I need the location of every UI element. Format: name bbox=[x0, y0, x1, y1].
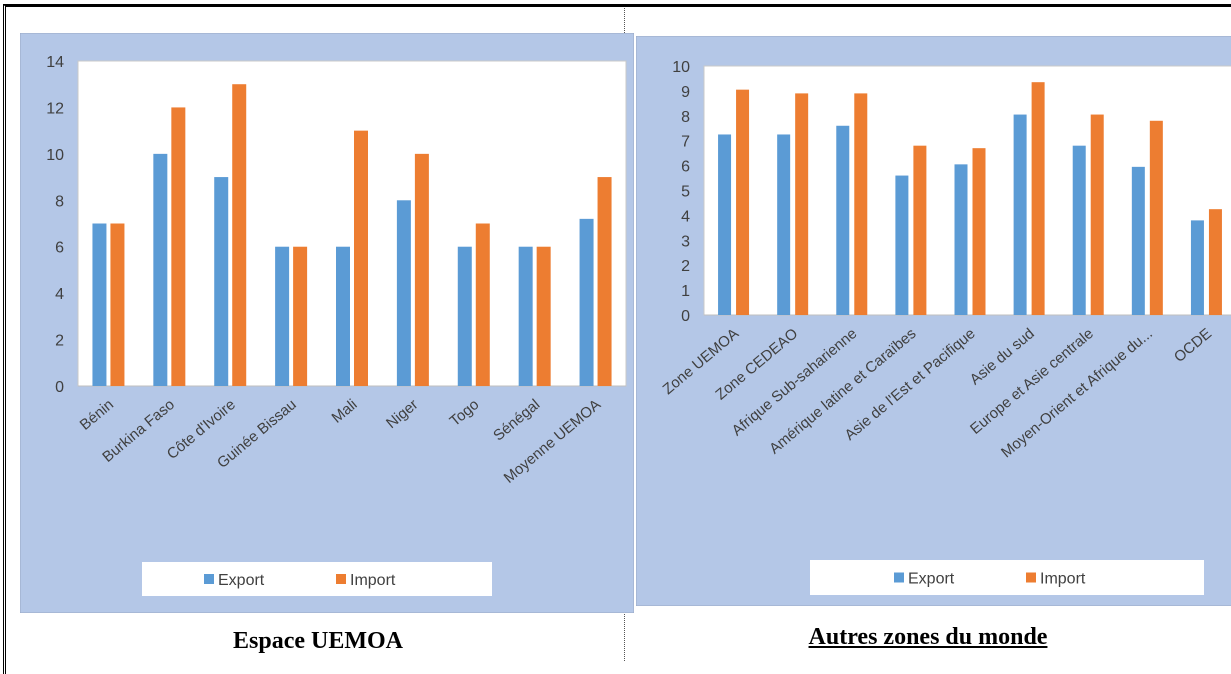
y-tick-label: 5 bbox=[681, 184, 690, 201]
bar-export bbox=[895, 175, 909, 315]
bar-import bbox=[795, 93, 809, 315]
y-tick-label: 14 bbox=[46, 54, 64, 71]
y-tick-label: 4 bbox=[55, 286, 64, 303]
y-tick-label: 2 bbox=[681, 258, 690, 275]
plot-area bbox=[77, 60, 627, 387]
legend-swatch-export bbox=[204, 574, 214, 584]
y-tick-label: 6 bbox=[681, 159, 690, 176]
bar-import bbox=[293, 246, 308, 386]
bar-export bbox=[153, 153, 168, 386]
bar-import bbox=[1208, 209, 1222, 315]
bar-export bbox=[718, 134, 732, 315]
legend bbox=[810, 560, 1204, 595]
legend-label-export: Export bbox=[908, 571, 955, 588]
bar-import bbox=[913, 145, 927, 315]
bar-export bbox=[1131, 166, 1145, 315]
bar-import bbox=[110, 223, 125, 386]
bar-export bbox=[336, 246, 350, 386]
y-tick-label: 4 bbox=[681, 208, 690, 225]
y-tick-label: 7 bbox=[681, 134, 690, 151]
bar-export bbox=[457, 246, 472, 386]
bar-export bbox=[1013, 114, 1027, 316]
legend-swatch-import bbox=[336, 574, 346, 584]
bar-export bbox=[92, 223, 107, 386]
bar-export bbox=[396, 200, 411, 386]
page-frame bbox=[3, 4, 1231, 674]
y-tick-label: 8 bbox=[55, 193, 64, 210]
bar-import bbox=[1090, 114, 1104, 316]
bar-import bbox=[854, 93, 868, 315]
bar-export bbox=[777, 134, 791, 315]
y-tick-label: 0 bbox=[55, 379, 64, 396]
bar-import bbox=[597, 177, 612, 386]
legend-swatch-import bbox=[1026, 572, 1036, 583]
bar-import bbox=[536, 246, 551, 386]
y-tick-label: 12 bbox=[46, 100, 64, 117]
caption-uemoa: Espace UEMOA bbox=[233, 628, 403, 654]
bar-import bbox=[736, 89, 750, 315]
chart-uemoa: 0 2 4 6 8 10 12 14 Bénin Burkina Faso Côte d'Ivoir… bbox=[20, 33, 634, 613]
bar-export bbox=[214, 177, 229, 386]
bar-import bbox=[1031, 82, 1045, 315]
bar-export bbox=[275, 246, 290, 386]
bar-export bbox=[836, 125, 850, 315]
y-tick-label: 0 bbox=[681, 308, 690, 325]
bar-import bbox=[1149, 120, 1163, 315]
bar-import bbox=[171, 107, 186, 386]
y-tick-label: 3 bbox=[681, 233, 690, 250]
legend-label-import: Import bbox=[350, 572, 396, 589]
y-tick-label: 8 bbox=[681, 109, 690, 126]
caption-world: Autres zones du monde bbox=[808, 624, 1048, 650]
legend-label-import: Import bbox=[1040, 571, 1086, 588]
legend-swatch-export bbox=[894, 572, 904, 583]
y-tick-label: 6 bbox=[55, 240, 64, 257]
bar-import bbox=[232, 84, 247, 386]
bar-import bbox=[475, 223, 490, 386]
y-tick-label: 10 bbox=[672, 59, 690, 76]
bar-export bbox=[579, 218, 594, 386]
bar-import bbox=[414, 153, 429, 386]
bar-export bbox=[518, 246, 533, 386]
y-tick-label: 1 bbox=[681, 283, 690, 300]
y-tick-label: 9 bbox=[681, 84, 690, 101]
y-tick-label: 2 bbox=[55, 333, 64, 350]
legend bbox=[142, 562, 492, 596]
bar-export bbox=[1072, 145, 1086, 315]
chart-world: 0 1 2 3 4 5 6 7 8 9 10 Zone UEMOA Zone CEDEAO Afrique… bbox=[636, 36, 1231, 606]
y-tick-label: 10 bbox=[46, 147, 64, 164]
bar-export bbox=[1190, 220, 1204, 315]
bar-import bbox=[354, 130, 368, 386]
bar-import bbox=[972, 148, 986, 315]
bar-export bbox=[954, 164, 968, 315]
legend-label-export: Export bbox=[218, 572, 265, 589]
